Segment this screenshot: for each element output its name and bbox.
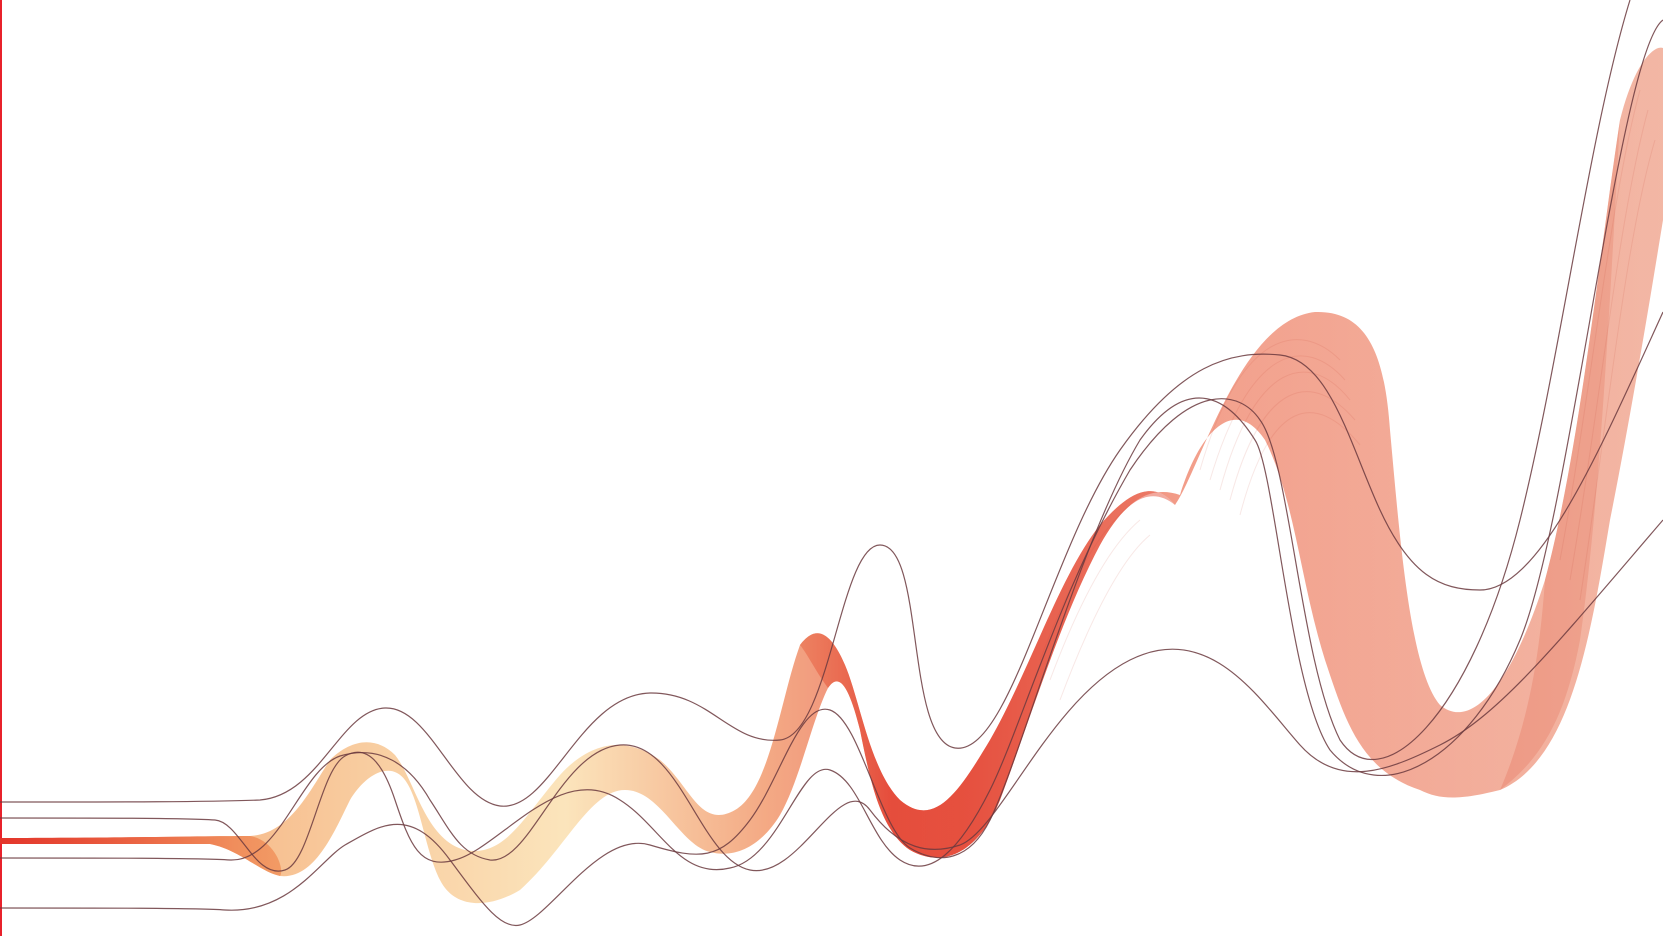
left-edge-line (0, 0, 2, 936)
thin-line-1 (0, 311, 1663, 807)
ribbon-texture-lines (1039, 89, 1656, 701)
ribbon-wave (0, 47, 1663, 904)
thin-line-3 (0, 19, 1663, 927)
thin-line-2 (0, 519, 1663, 872)
thin-line-4 (0, 0, 1631, 872)
